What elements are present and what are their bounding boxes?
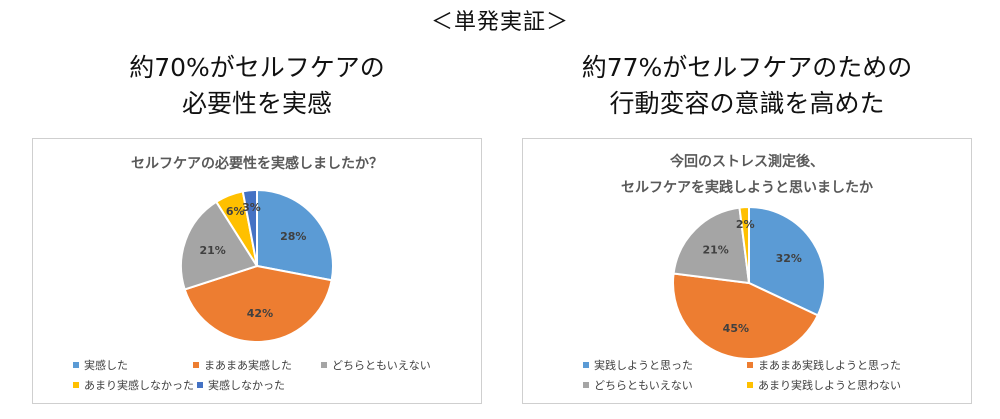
pie-slice [241,188,258,267]
pie-data-label: 28% [280,230,306,243]
pie-data-label: 45% [723,322,749,335]
legend-label: どちらともいえない [594,379,693,392]
headline-line-2: 必要性を実感 [181,89,332,118]
pie-chart: 32% 45% 21% 2% [672,205,826,360]
legend-label: あまり実践しようと思わない [758,379,901,392]
headline: 約70%がセルフケアの 必要性を実感 [22,50,492,126]
legend-item: あまり実感しなかった [73,377,197,393]
panel-right: 約77%がセルフケアのための 行動変容の意識を高めた 今回のストレス測定後、 セ… [512,50,982,404]
pie-data-label: 2% [736,218,755,231]
pie-data-label: 21% [199,244,225,257]
page-header: ＜単発実証＞ [430,10,569,35]
pie-data-label: 42% [247,307,273,320]
headline: 約77%がセルフケアのための 行動変容の意識を高めた [512,50,982,126]
legend-swatch [321,362,327,368]
legend-item: 実感しなかった [197,377,285,393]
pie-chart-box: 今回のストレス測定後、 セルフケアを実践しようと思いましたか 32% 45% 21%… [522,138,972,404]
pie-slice [748,205,826,317]
legend-item: まあまあ実践しようと思った [747,357,901,373]
pie-slice [180,200,259,291]
chart-title-line-2: セルフケアを実践しようと思いましたか [621,180,873,196]
pie-data-label: 21% [703,244,729,257]
legend-swatch [73,362,79,368]
pie-slice [672,272,820,360]
pie-slice [256,188,334,282]
chart-title: セルフケアの必要性を実感しましたか？ [131,156,383,172]
legend-swatch [193,362,199,368]
chart-legend: 実践しようと思った まあまあ実践しようと思った どちらともいえない あまり実践し… [583,355,901,395]
legend-item: 実践しようと思った [583,357,747,373]
chart-legend: 実感した まあまあ実感した どちらともいえない あまり実感しなかった [73,355,431,395]
legend-label: 実感しなかった [208,379,285,392]
headline-line-1: 約70%がセルフケアの [129,53,385,82]
pie-data-label: 3% [242,201,261,214]
chart-title-line-1: 今回のストレス測定後、 [670,154,824,170]
legend-label: まあまあ実践しようと思った [758,359,901,372]
pie-slice [672,206,751,285]
legend-swatch [73,382,79,388]
pie-chart-box: セルフケアの必要性を実感しましたか？ 28% 42% 21% 6% 3% 実感した まあ… [32,138,482,404]
panel-left: 約70%がセルフケアの 必要性を実感 セルフケアの必要性を実感しましたか？ 28… [22,50,492,404]
pie-slice [738,205,750,284]
legend-item: 実感した [73,357,193,373]
legend-swatch [583,362,589,368]
pie-data-label: 6% [226,205,245,218]
legend-item: どちらともいえない [321,357,431,373]
legend-swatch [747,382,753,388]
legend-swatch [583,382,589,388]
legend-label: 実感した [84,359,128,372]
legend-label: あまり実感しなかった [84,379,194,392]
pie-data-label: 32% [776,252,802,265]
headline-line-2: 行動変容の意識を高めた [609,89,885,118]
legend-item: あまり実践しようと思わない [747,377,901,393]
legend-swatch [197,382,203,388]
legend-label: 実践しようと思った [594,359,693,372]
legend-label: どちらともいえない [332,359,431,372]
headline-line-1: 約77%がセルフケアのための [581,53,913,82]
legend-item: まあまあ実感した [193,357,321,373]
pie-slice [183,264,333,343]
legend-label: まあまあ実感した [204,359,292,372]
pie-chart: 28% 42% 21% 6%3% [180,188,334,343]
legend-item: どちらともいえない [583,377,747,393]
legend-swatch [747,362,753,368]
